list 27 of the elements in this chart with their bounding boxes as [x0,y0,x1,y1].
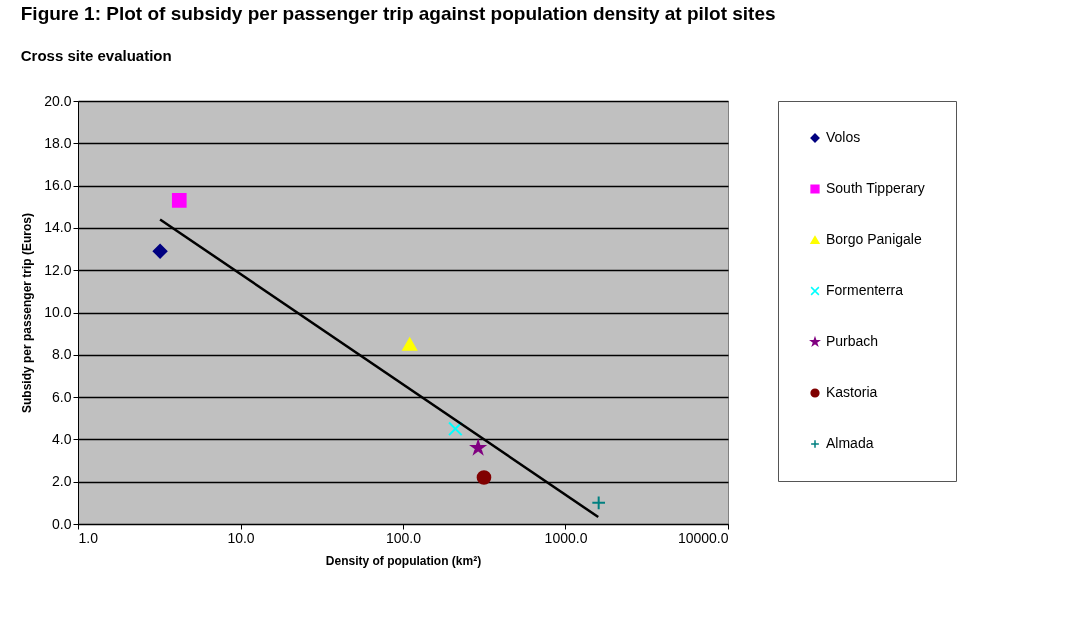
y-tick-label: 16.0 [44,177,72,194]
y-tick-label: 0.0 [52,515,72,532]
legend-label: South Tipperary [826,180,925,196]
legend-label: Kastoria [826,384,878,400]
y-tick-label: 4.0 [52,430,72,447]
legend-label: Volos [826,129,861,145]
y-tick-label: 10.0 [44,304,72,320]
legend-label: Formenterra [826,282,904,298]
chart-subtitle: Cross site evaluation [20,47,172,64]
y-tick-label: 20.0 [44,92,72,109]
y-tick-label: 14.0 [44,219,72,236]
x-tick-label: 1000.0 [544,529,588,546]
x-tick-label: 100.0 [385,529,422,546]
chart-title: Figure 1: Plot of subsidy per passenger trip against population density at pilot sites [20,3,776,24]
y-tick-label: 2.0 [52,473,72,490]
y-tick-label: 18.0 [44,134,72,151]
legend-label: Borgo Panigale [826,231,922,247]
y-axis-title: Subsidy per passenger trip (Euros) [20,212,35,414]
x-tick-label: 1.0 [78,529,99,546]
y-tick-label: 8.0 [52,346,72,363]
legend-label: Almada [826,435,874,451]
x-tick-label: 10000.0 [677,529,729,546]
x-axis-title: Density of population (km²) [325,553,482,568]
y-tick-label: 12.0 [44,261,72,278]
x-tick-label: 10.0 [227,529,255,546]
y-tick-label: 6.0 [52,388,72,405]
legend-label: Purbach [826,333,879,349]
